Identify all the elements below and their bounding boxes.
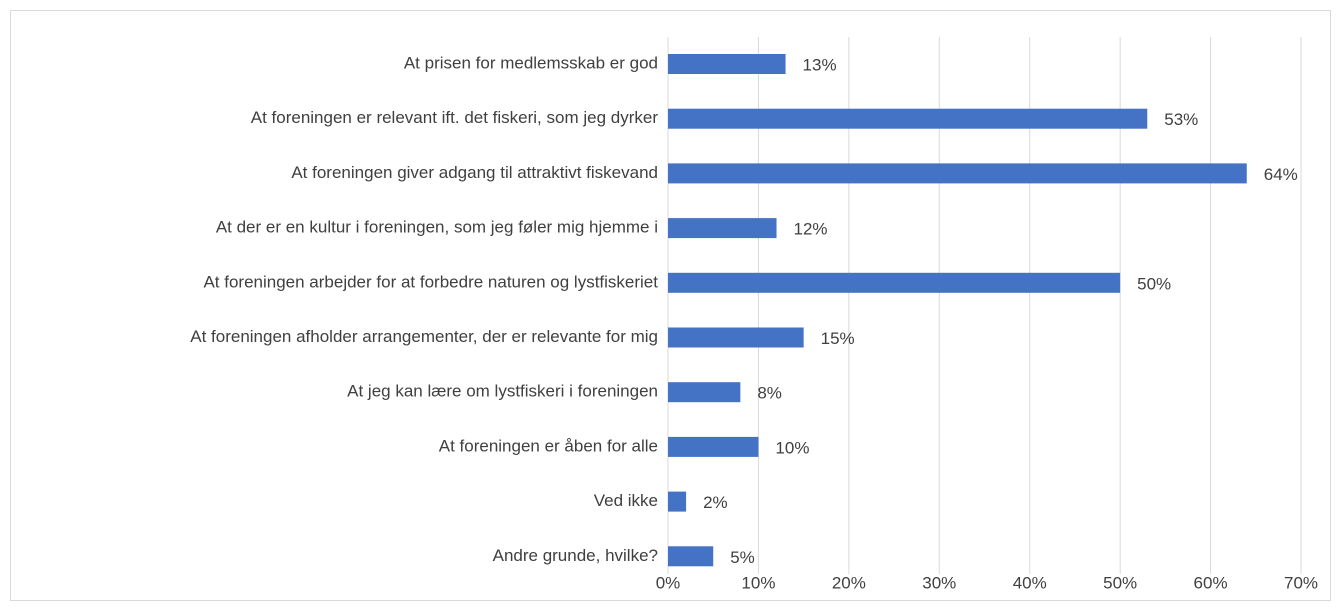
data-label: 15% <box>821 329 855 348</box>
y-tick-label: At foreningen er åben for alle <box>439 436 658 455</box>
bar <box>668 436 759 457</box>
bar <box>668 272 1121 293</box>
data-label: 64% <box>1264 165 1298 184</box>
data-label: 12% <box>794 220 828 239</box>
y-tick-label: At jeg kan lære om lystfiskeri i forenin… <box>347 382 658 401</box>
y-tick-label: Ved ikke <box>594 491 658 510</box>
data-label: 10% <box>775 438 809 457</box>
x-tick-label: 70% <box>1284 573 1318 592</box>
bar <box>668 491 687 512</box>
bar <box>668 327 804 348</box>
x-tick-label: 30% <box>922 573 956 592</box>
x-tick-label: 20% <box>832 573 866 592</box>
y-tick-label: At foreningen arbejder for at forbedre n… <box>203 272 658 291</box>
x-tick-label: 60% <box>1194 573 1228 592</box>
data-label: 50% <box>1137 274 1171 293</box>
data-label: 13% <box>803 55 837 74</box>
x-tick-label: 0% <box>656 573 681 592</box>
bar <box>668 546 714 567</box>
x-tick-label: 50% <box>1103 573 1137 592</box>
data-label: 8% <box>757 384 782 403</box>
chart-border <box>10 10 1331 601</box>
y-tick-label: At prisen for medlemsskab er god <box>404 53 658 72</box>
y-tick-label: At foreningen giver adgang til attraktiv… <box>291 163 658 182</box>
bar <box>668 382 741 403</box>
x-tick-label: 40% <box>1013 573 1047 592</box>
data-label: 2% <box>703 493 728 512</box>
y-tick-label: At foreningen afholder arrangementer, de… <box>190 327 658 346</box>
y-tick-label: Andre grunde, hvilke? <box>493 546 658 565</box>
bar <box>668 108 1148 129</box>
data-label: 53% <box>1164 110 1198 129</box>
x-tick-label: 10% <box>741 573 775 592</box>
y-tick-label: At der er en kultur i foreningen, som je… <box>216 218 658 237</box>
data-label: 5% <box>730 548 755 567</box>
bar <box>668 54 786 74</box>
bar <box>668 163 1247 184</box>
y-tick-label: At foreningen er relevant ift. det fiske… <box>251 108 659 127</box>
bar <box>668 218 777 239</box>
